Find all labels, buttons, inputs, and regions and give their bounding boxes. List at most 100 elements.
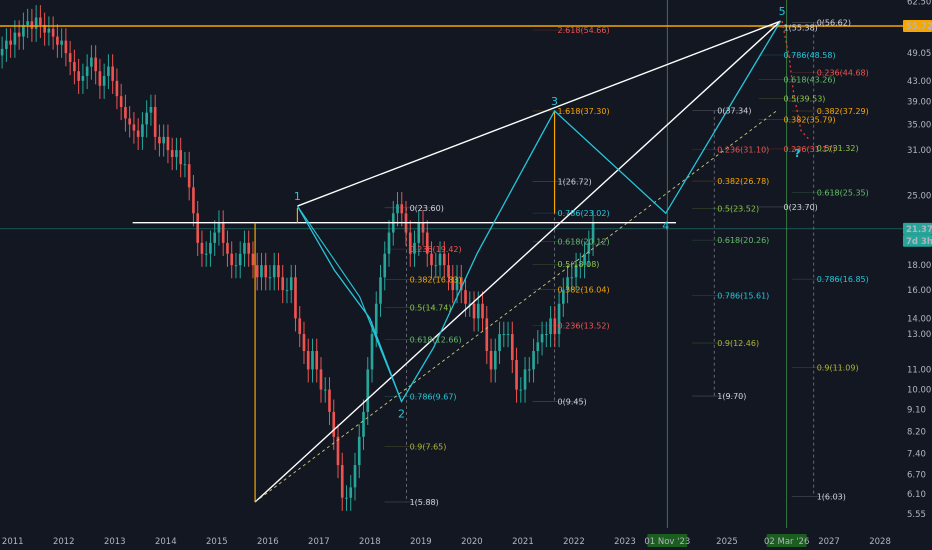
candle-body xyxy=(455,277,459,291)
candles-layer xyxy=(0,5,595,511)
channel-upper xyxy=(297,20,781,207)
price-tag-bg xyxy=(903,222,932,235)
candle-body xyxy=(591,222,595,243)
candle-body xyxy=(379,277,382,304)
fibonacci-layer xyxy=(384,22,844,503)
candle-body xyxy=(489,350,493,370)
candle-body xyxy=(17,32,21,37)
x-tick-label: 2018 xyxy=(359,537,381,547)
candle-body xyxy=(166,136,170,151)
candle-body xyxy=(425,232,429,254)
x-tick-label: 2011 xyxy=(2,537,24,547)
x-tick-label: 2022 xyxy=(563,537,585,547)
candle-body xyxy=(243,242,246,254)
y-tick-label: 14.00 xyxy=(907,314,931,324)
candle-body xyxy=(209,242,212,254)
price-tag-bg xyxy=(903,234,932,247)
fib-label: 0(37.34) xyxy=(717,107,751,116)
candle-body xyxy=(285,290,289,292)
y-tick-label: 35.00 xyxy=(907,120,931,130)
candle-body xyxy=(119,96,123,108)
fib-label: 0.236(31.17) xyxy=(784,145,836,154)
candle-body xyxy=(323,389,327,391)
candle-body xyxy=(332,411,336,437)
price-tag-label: 7d 3h xyxy=(906,237,932,247)
candle-body xyxy=(5,40,8,49)
candle-body xyxy=(111,66,114,81)
fib-label: 0.382(16.04) xyxy=(558,286,610,295)
fib-label: 0.786(23.02) xyxy=(558,209,610,218)
candle-body xyxy=(141,124,144,137)
candle-body xyxy=(302,334,306,351)
x-tick-label: 2027 xyxy=(818,537,840,547)
time-marker-tag xyxy=(766,534,807,547)
y-tick-label: 8.20 xyxy=(907,428,926,438)
y-tick-label: 49.05 xyxy=(907,49,931,59)
candle-body xyxy=(298,318,302,335)
candle-body xyxy=(13,32,17,45)
candle-body xyxy=(230,253,234,266)
candle-body xyxy=(366,369,370,412)
fib-label: 0.5(18.08) xyxy=(558,260,600,269)
time-axis-bg xyxy=(0,528,932,550)
wave-label: 2 xyxy=(398,408,405,421)
candle-body xyxy=(540,334,544,343)
candle-body xyxy=(94,57,97,72)
wave-path-2 xyxy=(296,205,403,402)
candle-body xyxy=(255,265,259,278)
y-tick-label: 13.00 xyxy=(907,330,931,340)
x-tick-label: 2020 xyxy=(461,537,483,547)
wave-label: 4 xyxy=(662,219,669,232)
candle-body xyxy=(30,21,34,29)
candle-body xyxy=(438,253,442,266)
fib-label: 1(26.72) xyxy=(558,178,592,187)
candle-body xyxy=(345,497,348,499)
fib-label: 0.786(16.85) xyxy=(817,275,869,284)
y-tick-label: 6.70 xyxy=(907,470,926,480)
candle-body xyxy=(179,150,183,165)
channel-lower xyxy=(254,20,782,503)
fib-label: 0.618(20.12) xyxy=(558,238,610,247)
fib-label: 0.5(23.52) xyxy=(717,205,759,214)
candle-body xyxy=(162,136,165,144)
candle-body xyxy=(515,360,518,390)
y-tick-label: 31.00 xyxy=(907,146,931,156)
candle-body xyxy=(26,21,29,25)
candle-body xyxy=(311,350,314,370)
candle-body xyxy=(68,53,72,63)
candle-body xyxy=(47,28,51,33)
x-tick-label: 2014 xyxy=(155,537,177,547)
candle-body xyxy=(260,265,263,278)
candle-body xyxy=(39,17,42,25)
fib-label: 1(6.03) xyxy=(817,493,846,502)
price-tag-bg xyxy=(903,19,932,32)
candle-body xyxy=(519,389,523,391)
candle-body xyxy=(328,389,331,412)
candle-body xyxy=(98,71,102,86)
candle-body xyxy=(353,465,357,488)
y-tick-label: 9.10 xyxy=(907,406,926,416)
fib-label: 0.236(13.52) xyxy=(558,322,610,331)
fib-label: 0.786(15.61) xyxy=(717,291,769,300)
candle-body xyxy=(107,66,110,76)
fib-label: 2.618(54.66) xyxy=(558,26,610,35)
candle-body xyxy=(459,277,463,291)
candle-body xyxy=(175,150,178,158)
candle-body xyxy=(498,334,501,351)
candle-body xyxy=(481,303,484,319)
candle-body xyxy=(570,277,574,279)
x-tick-label: 2021 xyxy=(512,537,534,547)
x-tick-label: 2025 xyxy=(716,537,738,547)
candle-body xyxy=(73,62,76,72)
wave-label: ? xyxy=(794,147,800,160)
y-tick-label: 7.40 xyxy=(907,449,926,459)
candle-body xyxy=(396,204,399,214)
candle-body xyxy=(264,265,268,278)
candle-body xyxy=(22,24,25,37)
candle-body xyxy=(464,290,467,304)
candle-body xyxy=(510,334,514,361)
candle-body xyxy=(485,318,489,351)
candle-body xyxy=(574,265,578,278)
